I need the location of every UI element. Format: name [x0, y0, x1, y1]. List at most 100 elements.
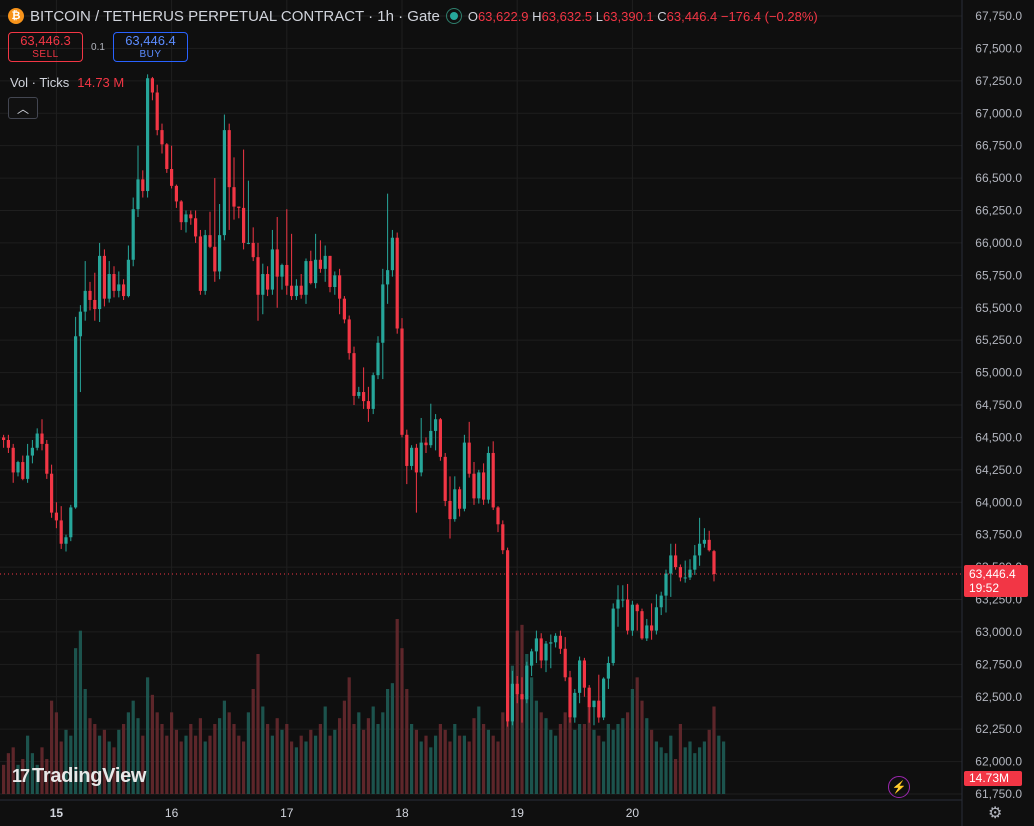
candle-body[interactable]: [126, 259, 130, 297]
candle-body[interactable]: [573, 692, 577, 718]
candle-body[interactable]: [434, 419, 438, 431]
volume-legend[interactable]: Vol · Ticks 14.73 M: [10, 75, 124, 90]
candle-body[interactable]: [429, 430, 433, 446]
candle-body[interactable]: [482, 472, 486, 500]
candle-body[interactable]: [194, 218, 198, 237]
candle-body[interactable]: [198, 236, 202, 291]
candle-body[interactable]: [328, 255, 332, 288]
candle-body[interactable]: [381, 284, 385, 343]
candle-body[interactable]: [626, 599, 630, 631]
candle-body[interactable]: [338, 275, 342, 299]
candle-body[interactable]: [669, 555, 673, 574]
candle-body[interactable]: [554, 635, 558, 643]
candle-body[interactable]: [678, 567, 682, 578]
candle-body[interactable]: [83, 290, 87, 312]
candle-body[interactable]: [472, 473, 476, 499]
candle-body[interactable]: [30, 447, 34, 456]
candle-body[interactable]: [707, 539, 711, 551]
candle-body[interactable]: [390, 237, 394, 271]
tradingview-logo[interactable]: 17 TradingView: [12, 765, 146, 788]
candle-body[interactable]: [568, 677, 572, 718]
candle-body[interactable]: [539, 638, 543, 661]
candle-body[interactable]: [424, 442, 428, 446]
candle-body[interactable]: [688, 569, 692, 578]
candle-body[interactable]: [386, 270, 390, 285]
candle-body[interactable]: [131, 209, 135, 260]
candle-body[interactable]: [558, 635, 562, 649]
candle-body[interactable]: [712, 551, 716, 575]
candle-body[interactable]: [616, 599, 620, 609]
candle-body[interactable]: [395, 237, 399, 329]
candle-body[interactable]: [645, 625, 649, 639]
candle-body[interactable]: [50, 473, 54, 513]
candle-body[interactable]: [136, 179, 140, 210]
market-open-icon[interactable]: [445, 8, 462, 24]
candle-body[interactable]: [2, 437, 6, 441]
candle-body[interactable]: [357, 392, 361, 396]
candle-body[interactable]: [314, 259, 318, 284]
candle-body[interactable]: [112, 274, 116, 291]
candle-body[interactable]: [342, 298, 346, 320]
candle-body[interactable]: [141, 179, 145, 192]
candle-body[interactable]: [702, 539, 706, 544]
candle-body[interactable]: [275, 249, 279, 277]
candle-body[interactable]: [102, 255, 106, 299]
candle-body[interactable]: [299, 285, 303, 295]
collapse-legend-button[interactable]: ︿: [8, 97, 38, 119]
candle-body[interactable]: [146, 78, 150, 192]
candle-body[interactable]: [491, 452, 495, 508]
candle-body[interactable]: [122, 284, 126, 297]
candle-body[interactable]: [40, 433, 44, 444]
candle-body[interactable]: [525, 665, 529, 700]
candle-body[interactable]: [640, 611, 644, 639]
candle-body[interactable]: [467, 442, 471, 474]
candle-body[interactable]: [246, 242, 250, 244]
candle-body[interactable]: [486, 452, 490, 500]
candle-body[interactable]: [45, 443, 49, 474]
candle-body[interactable]: [11, 447, 15, 473]
candle-body[interactable]: [266, 274, 270, 290]
candle-body[interactable]: [54, 512, 58, 521]
candle-body[interactable]: [93, 299, 97, 310]
candle-body[interactable]: [174, 185, 178, 202]
candle-body[interactable]: [693, 555, 697, 570]
candle-body[interactable]: [170, 169, 174, 186]
candle-body[interactable]: [213, 246, 217, 272]
candle-body[interactable]: [659, 595, 663, 608]
candle-body[interactable]: [376, 342, 380, 376]
candle-body[interactable]: [270, 249, 274, 290]
candle-body[interactable]: [650, 625, 654, 631]
candle-body[interactable]: [179, 201, 183, 223]
candle-body[interactable]: [544, 643, 548, 661]
candle-body[interactable]: [155, 92, 159, 131]
candle-body[interactable]: [683, 577, 687, 579]
candle-body[interactable]: [654, 607, 658, 631]
candle-body[interactable]: [256, 257, 260, 295]
candle-body[interactable]: [160, 130, 164, 145]
candle-body[interactable]: [515, 683, 519, 695]
candle-body[interactable]: [443, 456, 447, 501]
candle-body[interactable]: [563, 648, 567, 678]
candle-body[interactable]: [453, 489, 457, 520]
candle-body[interactable]: [578, 660, 582, 693]
candle-body[interactable]: [587, 687, 591, 708]
candle-body[interactable]: [290, 285, 294, 297]
candle-body[interactable]: [222, 130, 226, 236]
candle-body[interactable]: [59, 520, 63, 544]
candle-body[interactable]: [352, 353, 356, 396]
candle-body[interactable]: [35, 433, 39, 448]
candle-body[interactable]: [318, 259, 322, 269]
candle-body[interactable]: [16, 462, 20, 473]
candle-body[interactable]: [611, 608, 615, 664]
lightning-icon[interactable]: ⚡: [888, 776, 910, 798]
candle-body[interactable]: [520, 694, 524, 700]
candle-body[interactable]: [227, 130, 231, 188]
symbol-title[interactable]: BITCOIN / TETHERUS PERPETUAL CONTRACT · …: [30, 7, 440, 25]
candle-body[interactable]: [477, 472, 481, 499]
candle-body[interactable]: [98, 255, 102, 310]
candle-body[interactable]: [414, 447, 418, 473]
candle-body[interactable]: [606, 663, 610, 679]
candle-body[interactable]: [405, 434, 409, 466]
candle-body[interactable]: [510, 683, 514, 722]
sell-button[interactable]: 63,446.3 SELL: [8, 32, 83, 62]
